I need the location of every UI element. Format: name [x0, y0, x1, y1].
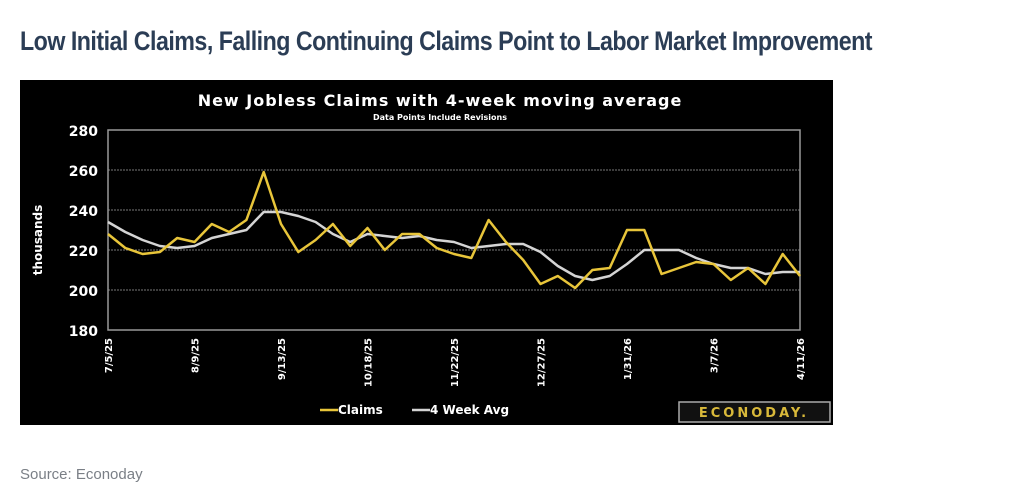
- x-tick-label: 4/11/26: [796, 338, 807, 380]
- x-tick-label: 12/27/25: [537, 338, 548, 387]
- y-tick-label: 260: [69, 164, 98, 180]
- claims-line: [107, 170, 801, 290]
- source-note: Source: Econoday: [20, 466, 143, 483]
- legend-label-avg: 4 Week Avg: [430, 403, 509, 417]
- svg-text:ECONODAY.: ECONODAY.: [699, 406, 809, 421]
- y-tick-label: 180: [69, 324, 98, 340]
- legend-label-claims: Claims: [338, 403, 383, 417]
- y-tick-label: 280: [69, 124, 98, 140]
- y-tick-label: 200: [69, 284, 98, 300]
- legend: Claims 4 Week Avg: [320, 403, 509, 417]
- jobless-claims-chart: New Jobless Claims with 4-week moving av…: [31, 91, 831, 423]
- x-tick-label: 3/7/26: [710, 338, 721, 373]
- plot-frame: [107, 129, 801, 331]
- x-tick-label: 1/31/26: [623, 338, 634, 380]
- headline: Low Initial Claims, Falling Continuing C…: [20, 26, 873, 56]
- y-tick-label: 220: [69, 244, 98, 260]
- chart-panel: New Jobless Claims with 4-week moving av…: [20, 80, 833, 425]
- x-tick-label: 9/13/25: [277, 338, 288, 380]
- chart-title: New Jobless Claims with 4-week moving av…: [198, 91, 683, 110]
- x-tick-label: 8/9/25: [191, 338, 202, 373]
- y-tick-label: 240: [69, 204, 98, 220]
- four-week-avg-line: [107, 210, 800, 282]
- x-tick-label: 10/18/25: [364, 338, 375, 387]
- x-tick-label: 7/5/25: [104, 338, 115, 373]
- econoday-logo: ECONODAY.: [678, 401, 831, 423]
- chart-subtitle: Data Points Include Revisions: [373, 113, 507, 122]
- y-axis-label: thousands: [31, 205, 45, 276]
- x-tick-label: 11/22/25: [450, 338, 461, 387]
